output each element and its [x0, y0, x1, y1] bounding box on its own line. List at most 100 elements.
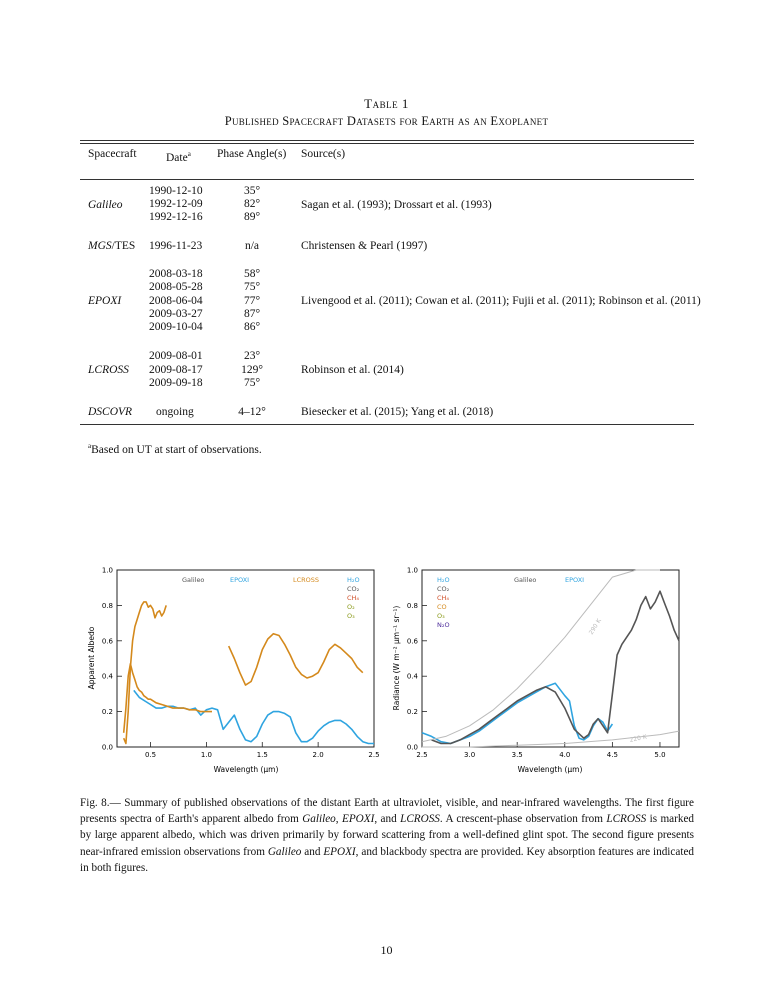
radiance-legend-galileo: Galileo: [514, 576, 536, 584]
albedo-series-line: [122, 663, 212, 733]
footnote-mark: a: [88, 442, 92, 450]
blackbody-label-290: 290 K: [588, 617, 604, 636]
caption-text: . A crescent-phase observation from: [439, 813, 607, 826]
albedo-x-tick-label: 2.0: [313, 751, 324, 759]
row-spacecraft-dscovr: DSCOVR: [88, 406, 133, 418]
header-date-label: Date: [166, 151, 188, 164]
radiance-y-axis-label: Radiance (W m⁻² µm⁻¹ sr⁻¹): [392, 606, 401, 711]
radiance-series-line: [431, 590, 680, 745]
table-top-rule: [80, 140, 694, 141]
row-date: 2009-08-17: [149, 364, 203, 376]
row-date: 1992-12-16: [149, 211, 203, 223]
radiance-x-tick-label: 2.5: [416, 751, 427, 759]
caption-text: , and: [374, 813, 401, 826]
row-source: Sagan et al. (1993); Drossart et al. (19…: [301, 199, 492, 211]
albedo-y-tick-label: 0.6: [102, 637, 114, 645]
albedo-x-tick-label: 1.0: [201, 751, 212, 759]
radiance-chart: 2.5 3.0 3.5 4.0 4.5 5.0 0.0 0.2 0.4 0.6 0.8 1.0 Wav…: [392, 567, 680, 774]
albedo-absorber-label: CH₄: [347, 594, 359, 602]
row-date: 2009-08-01: [149, 350, 203, 362]
figure-8: 0.5 1.0 1.5 2.0 2.50.00.20.40.60.81.0 Wavele…: [87, 567, 680, 775]
row-spacecraft-lcross: LCROSS: [88, 364, 129, 376]
row-phase: n/a: [244, 240, 260, 252]
header-phase: Phase Angle(s): [217, 148, 287, 160]
row-source: Christensen & Pearl (1997): [301, 240, 428, 252]
radiance-y-tick-label: 1.0: [407, 567, 418, 575]
albedo-chart: 0.5 1.0 1.5 2.0 2.5 0.0 0.2 0.4 0.6 0.8 1.0 Wavele…: [87, 567, 380, 775]
radiance-absorber-label: CO: [437, 603, 447, 611]
albedo-y-tick-label: 0.2: [102, 708, 113, 716]
row-source: Biesecker et al. (2015); Yang et al. (20…: [301, 406, 494, 418]
footnote-text: Based on UT at start of observations.: [91, 443, 262, 456]
caption-text: is marked by large apparent albedo, whic…: [80, 813, 695, 858]
row-date: ongoing: [156, 406, 194, 418]
radiance-absorber-label: CH₄: [437, 594, 449, 602]
table-bottom-rule: [80, 424, 694, 425]
caption-text: , and blackbody spectra are provided. Ke…: [80, 845, 695, 874]
albedo-x-tick-label: 0.5: [145, 751, 156, 759]
row-spacecraft-mgs-suffix: /TES: [111, 240, 136, 252]
albedo-absorber-label: O₂: [347, 603, 355, 611]
albedo-x-axis-label: Wavelength (µm): [214, 765, 279, 774]
row-date: 1990-12-10: [149, 185, 203, 197]
albedo-y-tick-label: 0.4: [102, 673, 114, 681]
table-top-rule-2: [80, 143, 694, 144]
caption-italic: EPOXI: [342, 813, 375, 826]
row-source: Robinson et al. (2014): [301, 364, 404, 376]
row-date: 2008-03-18: [149, 268, 203, 280]
row-phase: 75°: [243, 377, 261, 389]
page-number: 10: [380, 943, 393, 957]
albedo-absorber-label: CO₂: [347, 585, 360, 593]
radiance-y-tick-label: 0.6: [407, 637, 419, 645]
albedo-legend-lcross: LCROSS: [293, 576, 319, 584]
row-phase: 75°: [243, 281, 261, 293]
row-phase: 23°: [243, 350, 261, 362]
radiance-ticks: 2.5 3.0 3.5 4.0 4.5 5.0 0.0 0.2 0.4 0.6 0.8 1.0: [407, 567, 666, 760]
radiance-absorber-label: N₂O: [437, 621, 450, 629]
albedo-y-axis-label: Apparent Albedo: [87, 626, 96, 689]
albedo-ticks: 0.5 1.0 1.5 2.0 2.5 0.0 0.2 0.4 0.6 0.8 1.0: [102, 567, 380, 760]
albedo-legend-galileo: Galileo: [182, 576, 204, 584]
figure-caption: Fig. 8.— Summary of published observatio…: [80, 795, 694, 876]
caption-italic: Galileo: [267, 845, 302, 858]
albedo-series: [122, 601, 374, 745]
row-phase: 4–12°: [238, 406, 266, 418]
albedo-series-line: [133, 689, 374, 745]
radiance-legend-epoxi: EPOXI: [565, 576, 584, 584]
row-date: 1996-11-23: [149, 240, 203, 252]
caption-text: ,: [335, 813, 342, 826]
albedo-legend-epoxi: EPOXI: [230, 576, 249, 584]
caption-italic: LCROSS: [400, 813, 440, 826]
row-date: 2009-09-18: [149, 377, 203, 389]
table-title: Table 1: [364, 96, 409, 111]
radiance-y-tick-label: 0.2: [407, 708, 418, 716]
header-date-sup: a: [187, 150, 191, 158]
albedo-series-line: [122, 601, 167, 745]
albedo-series-line: [227, 632, 364, 686]
radiance-series-line: [421, 569, 660, 743]
radiance-absorber-label: H₂O: [437, 576, 450, 584]
radiance-series: [421, 569, 680, 748]
caption-italic: EPOXI: [323, 845, 356, 858]
table-footnote: aBased on UT at start of observations.: [88, 442, 262, 456]
row-phase: 35°: [243, 185, 261, 197]
header-spacecraft: Spacecraft: [88, 148, 137, 160]
row-phase: 89°: [243, 211, 261, 223]
row-spacecraft-mgs: MGS/TES: [88, 240, 135, 253]
radiance-plot-frame: [421, 569, 680, 748]
row-phase: 58°: [243, 268, 261, 280]
row-spacecraft-mgs-name: MGS: [88, 240, 112, 252]
radiance-x-tick-label: 5.0: [654, 751, 665, 759]
header-date: Datea: [166, 148, 191, 165]
radiance-absorber-label: O₃: [437, 612, 445, 620]
row-date: 2008-05-28: [149, 281, 203, 293]
row-spacecraft-galileo: Galileo: [88, 199, 123, 211]
radiance-absorber-label: CO₂: [437, 585, 450, 593]
row-source: Livengood et al. (2011); Cowan et al. (2…: [301, 295, 701, 307]
row-date: 2009-03-27: [149, 308, 203, 320]
caption-italic: Galileo: [302, 813, 336, 826]
header-source: Source(s): [301, 148, 346, 160]
radiance-x-tick-label: 4.5: [607, 751, 618, 759]
albedo-absorber-label: O₃: [347, 612, 355, 620]
row-phase: 82°: [243, 198, 261, 210]
